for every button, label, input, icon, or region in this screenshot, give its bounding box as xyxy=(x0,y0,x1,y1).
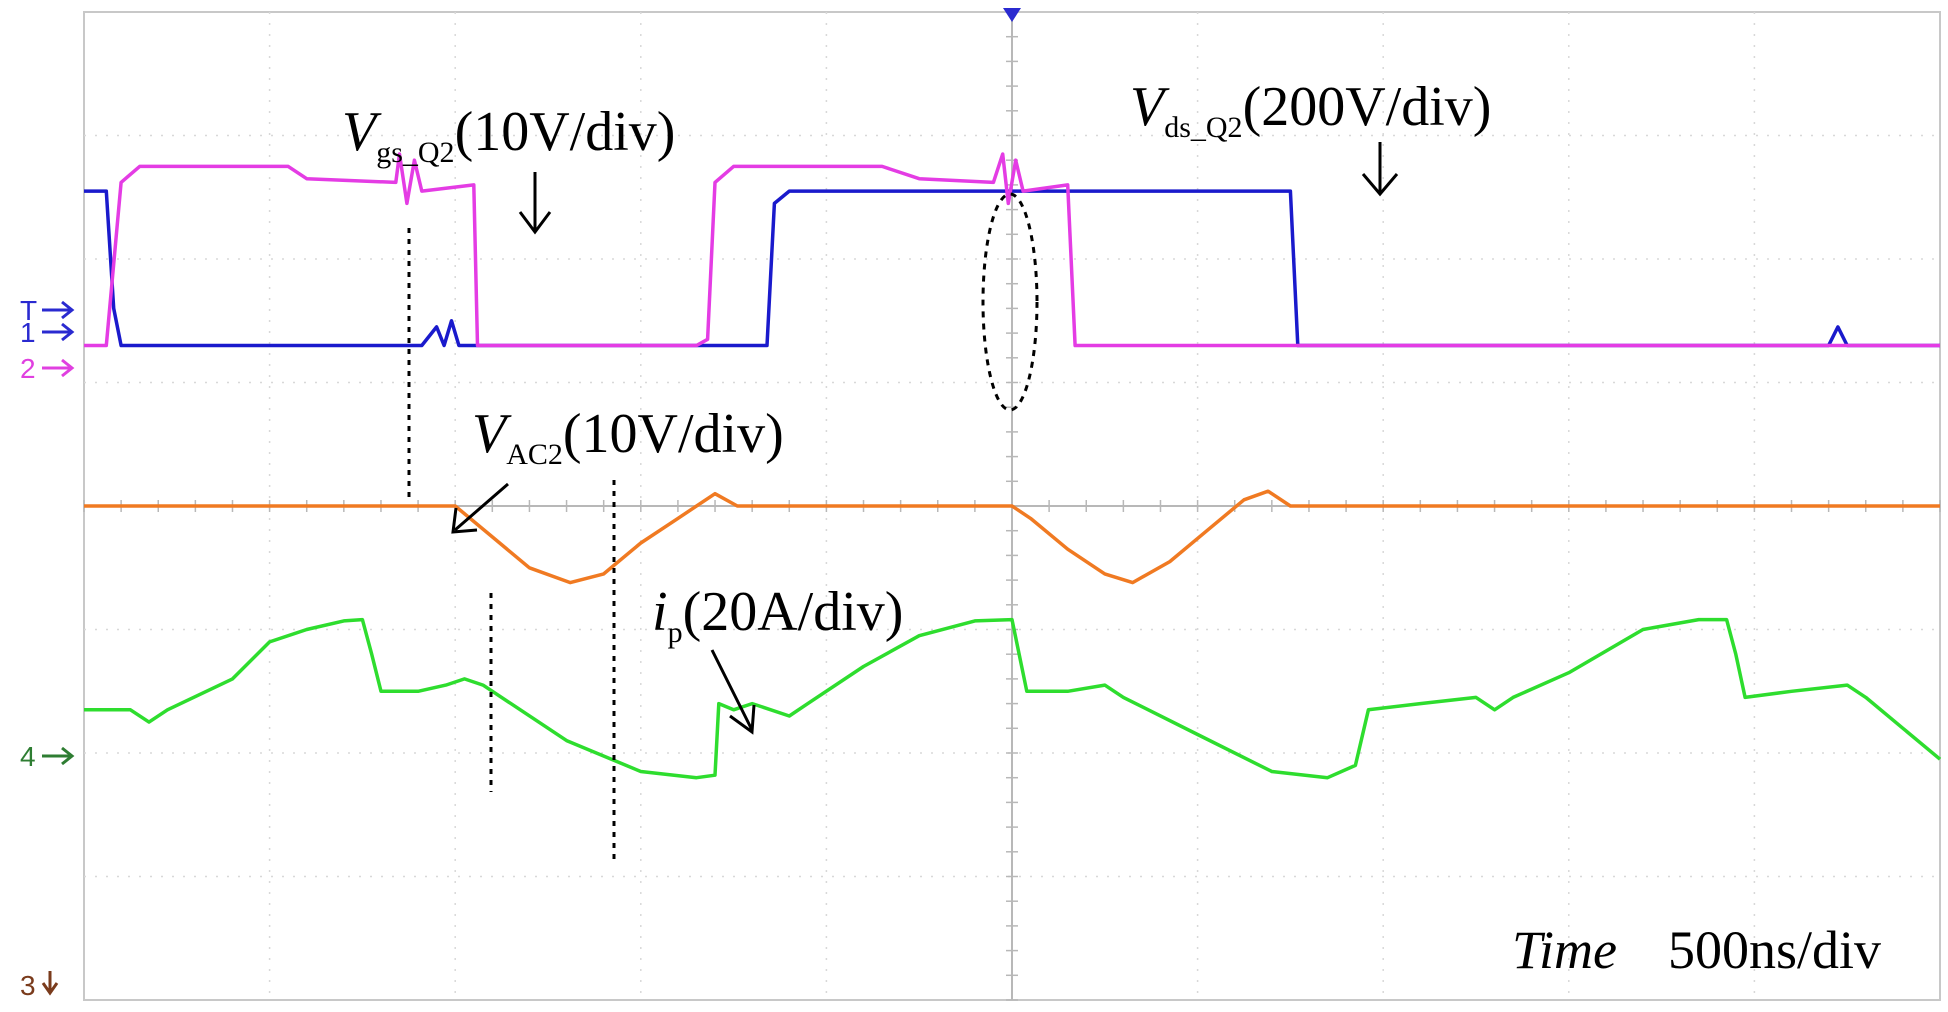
channel-marker-3: 3 xyxy=(20,970,36,1001)
channel-marker-4: 4 xyxy=(20,741,36,772)
arrow-vac xyxy=(451,482,509,534)
annotation-vgs: Vgs_Q2(10V/div) xyxy=(342,101,675,169)
annotation-vac: VAC2(10V/div) xyxy=(472,403,784,471)
dotted-ellipse xyxy=(981,192,1039,412)
channel-marker-arrow-4 xyxy=(42,746,75,766)
channel-marker-2: 2 xyxy=(20,353,36,384)
time-scale-label: Time xyxy=(1512,920,1617,980)
channel-marker-arrow-1 xyxy=(42,322,75,342)
arrow-vds xyxy=(1361,142,1399,197)
trigger-marker xyxy=(1003,8,1021,22)
arrow-ip xyxy=(710,649,756,735)
trace-vds-q2 xyxy=(84,152,1940,348)
annotations: Vgs_Q2(10V/div) Vds_Q2(200V/div) VAC2(10V/… xyxy=(342,76,1491,649)
channel-marker-arrow-T xyxy=(42,300,75,320)
channel-marker-arrow-2 xyxy=(42,358,75,378)
traces xyxy=(84,152,1942,780)
time-scale-value: 500ns/div xyxy=(1668,920,1881,980)
channel-marker-arrow-3 xyxy=(41,971,59,996)
annotation-vds: Vds_Q2(200V/div) xyxy=(1130,76,1491,144)
annotation-ip: ip(20A/div) xyxy=(652,581,903,649)
trace-ip xyxy=(84,617,1942,780)
arrow-vgs xyxy=(518,172,552,235)
channel-markers: T1 2 4 3 xyxy=(20,295,75,1001)
trace-vac2 xyxy=(84,489,1940,585)
overlays xyxy=(407,8,1399,860)
channel-marker-T: T xyxy=(20,295,37,326)
channel-marker-1: 1 xyxy=(20,317,36,348)
